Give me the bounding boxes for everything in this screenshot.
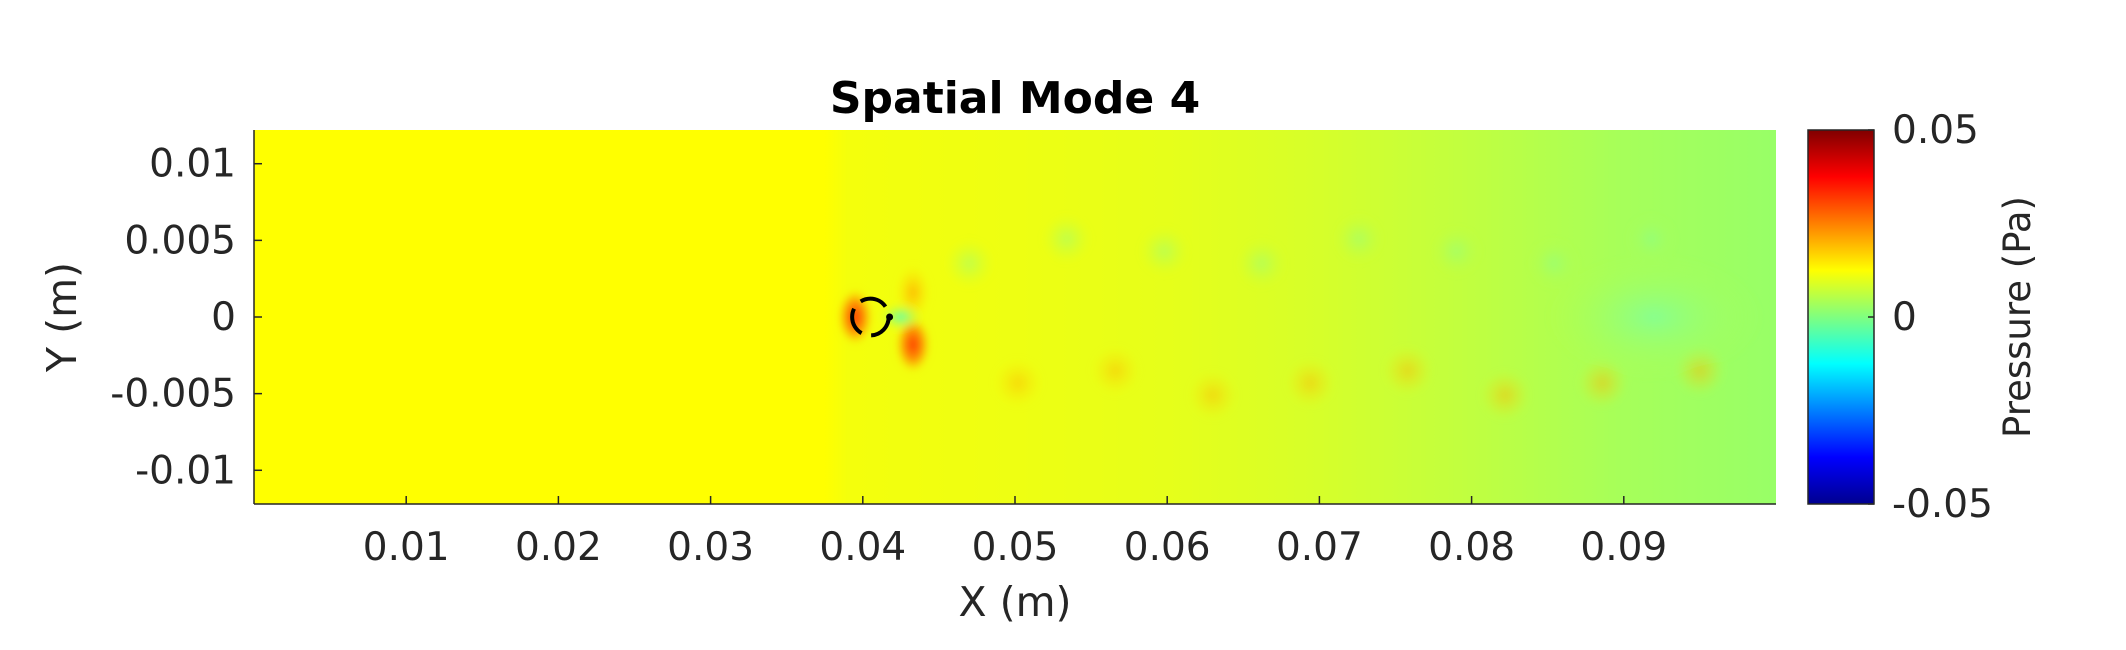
colorbar-tick-label: 0.05 [1892, 108, 1979, 153]
x-tick-label: 0.04 [819, 525, 906, 570]
chart-title: Spatial Mode 4 [830, 73, 1200, 124]
wake-blob [1285, 358, 1335, 408]
pressure-trough [879, 303, 923, 331]
x-tick-label: 0.01 [363, 525, 450, 570]
cylinder-layer [850, 296, 894, 338]
x-tick-label: 0.02 [515, 525, 602, 570]
y-axis-label: Y (m) [38, 262, 86, 373]
y-tick-label: -0.005 [110, 372, 236, 417]
x-axis-label: X (m) [958, 578, 1071, 626]
y-tick-label: 0.005 [124, 218, 236, 263]
pressure-trough [1547, 255, 1761, 379]
x-tick-label: 0.08 [1428, 525, 1515, 570]
x-ticks: 0.01 0.02 0.03 0.04 0.05 0.06 0.07 0.08 0.09 [363, 496, 1667, 570]
x-tick-label: 0.03 [667, 525, 754, 570]
x-tick-label: 0.07 [1276, 525, 1363, 570]
x-tick-label: 0.06 [1124, 525, 1211, 570]
wake-blob [1432, 226, 1481, 276]
wake-blob [993, 358, 1043, 408]
flow-features [838, 214, 1761, 420]
wake-blob [1334, 214, 1384, 264]
y-tick-label: 0.01 [149, 142, 236, 187]
pressure-peak [838, 289, 872, 345]
wake-blob [1237, 238, 1286, 288]
pressure-peak [896, 317, 930, 373]
colorbar-tick-label: 0 [1892, 295, 1917, 340]
wake-blob [1091, 346, 1140, 396]
colorbar-tick-label: -0.05 [1892, 482, 1993, 527]
wake-blob [1188, 370, 1238, 420]
wake-blob [1139, 226, 1189, 276]
cylinder-marker [886, 313, 894, 321]
plot-area [254, 130, 1776, 504]
colorbar-scale [1807, 129, 1875, 505]
x-tick-label: 0.09 [1580, 525, 1667, 570]
y-tick-label: -0.01 [135, 448, 236, 493]
wake-blob [944, 238, 994, 288]
colorbar: 0.05 0 -0.05 Pressure (Pa) [1807, 108, 2039, 527]
pressure-field [254, 130, 1776, 504]
colorbar-label: Pressure (Pa) [1996, 196, 2039, 438]
wake-blob [1042, 214, 1092, 264]
colorbar-ticks: 0.05 0 -0.05 [1868, 108, 1993, 527]
wake-blob [1626, 214, 1676, 264]
y-ticks: 0.01 0.005 0 -0.005 -0.01 [110, 142, 262, 493]
wake-blob [1383, 346, 1433, 396]
y-tick-label: 0 [211, 295, 236, 340]
wake-blob [1480, 370, 1530, 420]
wake-blob [1529, 238, 1579, 288]
x-tick-label: 0.05 [972, 525, 1059, 570]
